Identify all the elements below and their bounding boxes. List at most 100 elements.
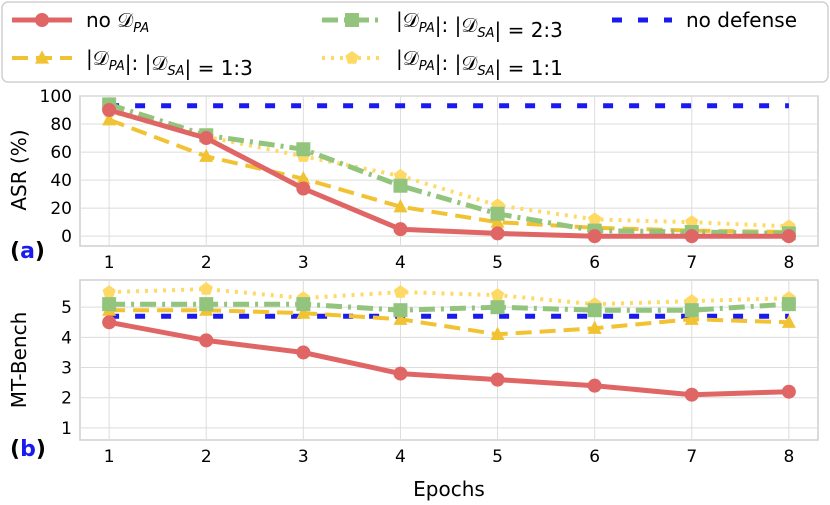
series-line-r23	[109, 301, 790, 313]
y-tick-label: 1	[61, 419, 72, 439]
plot-area	[79, 95, 819, 247]
y-tick-label: 100	[40, 87, 72, 107]
data-point-no_dpa	[684, 387, 699, 402]
data-point-r11	[199, 282, 213, 295]
legend-label-r23: |𝒟PA|: |𝒟SA| = 2:3	[396, 8, 563, 42]
legend-marker-r13	[35, 50, 49, 64]
series-r13	[102, 302, 796, 340]
legend-entry-r23: |𝒟PA|: |𝒟SA| = 2:3	[322, 8, 563, 42]
x-tick-label: 8	[783, 253, 794, 273]
data-point-r23	[296, 142, 311, 157]
data-point-no_dpa	[296, 345, 311, 360]
x-axis-label: Epochs	[413, 477, 485, 501]
x-tick-label: 7	[686, 447, 697, 467]
data-point-r13	[781, 314, 796, 328]
legend-label-r13: |𝒟PA|: |𝒟SA| = 1:3	[86, 46, 253, 80]
legend-entry-no_defense: no defense	[612, 8, 797, 32]
x-tick-label: 5	[492, 253, 503, 273]
y-tick-label: 4	[61, 328, 72, 348]
x-tick-label: 3	[298, 447, 309, 467]
panel-b: 1 2 3 4 5 6 7 8 1 2 3 4 5 MT-Bench Epochs (b)	[7, 279, 819, 501]
y-tick-label: 5	[61, 298, 72, 318]
data-point-no_dpa	[587, 378, 602, 393]
series-line-no_dpa	[108, 319, 789, 398]
data-point-r23	[393, 303, 408, 318]
legend-marker-r11	[345, 51, 359, 64]
data-point-no_dpa	[296, 181, 311, 196]
data-point-r13	[393, 311, 408, 325]
data-point-no_dpa	[393, 366, 408, 381]
series-no_dpa	[102, 315, 796, 402]
x-tick-label: 4	[395, 253, 406, 273]
data-point-r11	[588, 212, 602, 225]
series-line-no_dpa	[108, 107, 789, 239]
x-tick-label: 7	[686, 253, 697, 273]
data-point-r23	[490, 206, 505, 221]
x-tick-label: 2	[201, 253, 212, 273]
x-tick-label: 2	[201, 447, 212, 467]
x-tick-label: 4	[395, 447, 406, 467]
data-point-no_dpa	[684, 229, 699, 244]
data-point-no_dpa	[199, 131, 214, 146]
y-tick-label: 20	[50, 199, 72, 219]
series-r23	[102, 297, 796, 318]
y-tick-label: 40	[50, 171, 72, 191]
data-point-r11	[685, 215, 699, 228]
data-point-r13	[102, 112, 117, 126]
legend-entry-r13: |𝒟PA|: |𝒟SA| = 1:3	[12, 46, 253, 80]
data-point-no_dpa	[393, 222, 408, 237]
y-axis-label: MT-Bench	[7, 312, 31, 409]
y-axis-label: ASR (%)	[7, 129, 31, 210]
series-line-r23	[108, 102, 789, 236]
data-point-r13	[490, 326, 505, 340]
data-point-r23	[102, 297, 117, 312]
series-line-r13	[108, 117, 789, 234]
y-tick-label: 0	[61, 227, 72, 247]
y-tick-label: 80	[50, 115, 72, 135]
data-point-r11	[393, 168, 408, 182]
x-tick-label: 1	[104, 447, 115, 467]
legend-marker-no_dpa	[35, 13, 49, 27]
data-point-r13	[296, 171, 311, 185]
x-tick-label: 3	[298, 253, 309, 273]
legend-entry-r11: |𝒟PA|: |𝒟SA| = 1:1	[322, 46, 563, 80]
data-point-no_dpa	[781, 229, 796, 244]
data-point-no_dpa	[587, 229, 602, 244]
y-tick-label: 60	[50, 143, 72, 163]
data-point-r23	[490, 300, 505, 315]
legend: no 𝒟PA |𝒟PA|: |𝒟SA| = 2:3 no defense |𝒟PA|:…	[1, 1, 829, 83]
legend-label-no_defense: no defense	[686, 8, 797, 32]
data-point-no_dpa	[102, 315, 117, 330]
data-point-no_dpa	[490, 372, 505, 387]
data-point-r23	[393, 178, 408, 193]
x-tick-label: 8	[783, 447, 794, 467]
data-point-r23	[296, 297, 311, 312]
data-point-r13	[296, 305, 311, 319]
data-point-no_dpa	[490, 226, 505, 241]
data-point-r11	[102, 285, 116, 298]
panel-tag: (b)	[10, 437, 46, 462]
series-no_dpa	[102, 103, 796, 244]
series-line-r13	[109, 308, 789, 337]
y-tick-label: 3	[61, 359, 72, 379]
data-point-no_dpa	[102, 103, 117, 118]
data-point-r13	[199, 148, 214, 162]
data-point-no_dpa	[781, 384, 796, 399]
data-point-r13	[490, 214, 505, 228]
legend-marker-r23	[345, 13, 359, 27]
data-point-r13	[393, 199, 408, 213]
series-line-r11	[109, 287, 789, 307]
data-point-r13	[684, 311, 699, 325]
data-point-r11	[393, 285, 408, 298]
data-point-r23	[781, 297, 796, 312]
data-point-r11	[490, 288, 505, 301]
data-point-no_dpa	[199, 333, 214, 348]
plot-area	[79, 279, 819, 441]
data-point-r23	[199, 297, 214, 312]
legend-label-r11: |𝒟PA|: |𝒟SA| = 1:1	[396, 46, 563, 80]
legend-entry-no_dpa: no 𝒟PA	[12, 8, 149, 36]
x-tick-label: 5	[492, 447, 503, 467]
y-tick-label: 2	[61, 389, 72, 409]
